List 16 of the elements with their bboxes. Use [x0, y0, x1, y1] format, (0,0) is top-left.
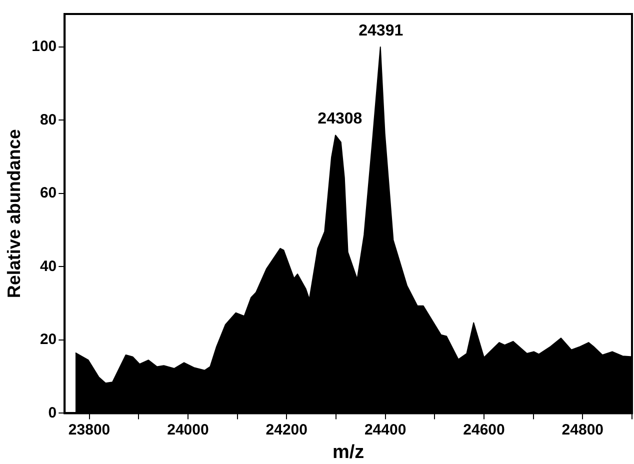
y-tick-label: 100: [32, 38, 57, 56]
y-tick-label: 60: [40, 184, 57, 202]
x-tick-label: 24600: [463, 421, 505, 438]
x-tick-label: 24200: [266, 421, 308, 438]
y-tick-label: 40: [40, 258, 57, 275]
y-tick-label: 80: [40, 111, 57, 128]
y-axis-title: Relative abundance: [4, 129, 24, 298]
annotation: 24308: [318, 110, 362, 128]
y-tick-label: 20: [40, 331, 57, 348]
x-tick-label: 24400: [364, 421, 406, 438]
x-tick-label: 23800: [68, 421, 110, 438]
x-axis-title: m/z: [332, 442, 364, 463]
x-tick-label: 24800: [562, 421, 604, 438]
annotation: 24391: [358, 22, 404, 40]
x-tick-label: 24000: [167, 421, 209, 438]
y-tick-label: 0: [48, 404, 57, 422]
